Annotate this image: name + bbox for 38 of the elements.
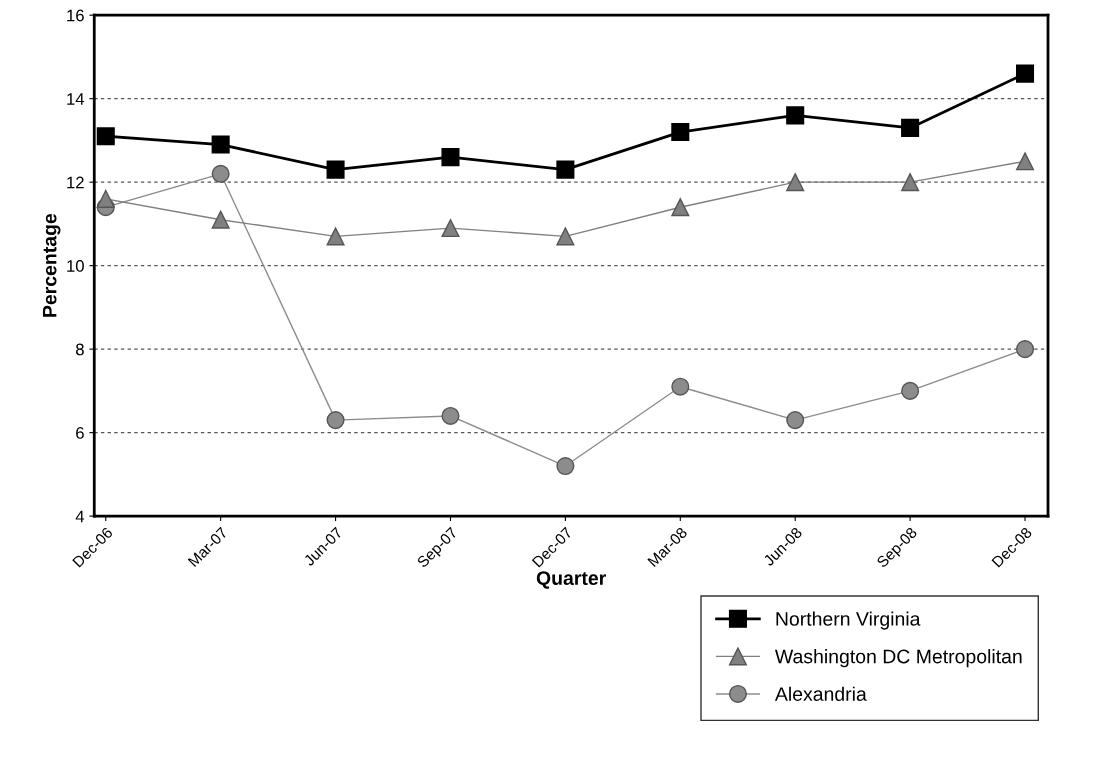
point <box>786 173 805 192</box>
point <box>671 377 690 396</box>
point <box>326 227 345 246</box>
legend-label: Washington DC Metropolitan <box>774 649 1022 668</box>
x-axis-title: Quarter <box>536 571 606 589</box>
point <box>671 123 690 142</box>
point <box>901 381 920 400</box>
y-tick-label: 14 <box>67 93 85 105</box>
y-tick-label: 12 <box>67 176 84 189</box>
point <box>901 118 920 137</box>
legend-label: Northern Virginia <box>776 611 921 630</box>
y-axis-title: Percentage <box>42 213 61 317</box>
point <box>441 219 460 238</box>
point <box>1015 152 1035 171</box>
point <box>326 411 345 430</box>
y-tick-label: 8 <box>76 343 84 356</box>
y-tick-label: 6 <box>76 427 84 439</box>
legend-label: Alexandria <box>774 686 867 701</box>
point <box>96 189 115 208</box>
point <box>441 406 460 425</box>
point <box>671 198 690 217</box>
point <box>901 173 920 192</box>
point <box>786 411 805 430</box>
point <box>441 148 460 167</box>
y-tick-label: 4 <box>75 510 85 523</box>
point <box>556 456 575 476</box>
point <box>556 160 575 179</box>
point <box>326 160 345 179</box>
point <box>211 210 230 229</box>
y-tick-label: 10 <box>67 260 84 272</box>
point <box>211 135 230 154</box>
point <box>556 227 575 246</box>
point <box>1015 340 1035 359</box>
point <box>1015 64 1035 83</box>
y-tick-label: 16 <box>67 9 84 22</box>
point <box>96 127 115 146</box>
point <box>211 164 230 183</box>
point <box>786 106 805 125</box>
